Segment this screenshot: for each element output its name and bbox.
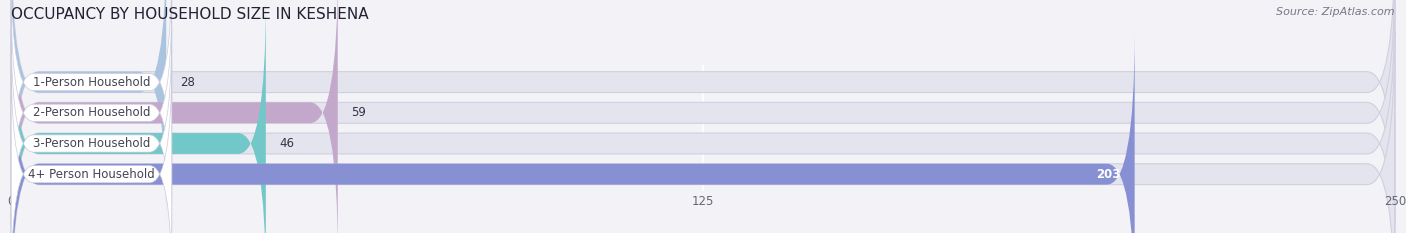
Text: Source: ZipAtlas.com: Source: ZipAtlas.com (1277, 7, 1395, 17)
FancyBboxPatch shape (11, 29, 172, 233)
Text: 1-Person Household: 1-Person Household (32, 76, 150, 89)
FancyBboxPatch shape (11, 0, 172, 196)
FancyBboxPatch shape (11, 31, 1395, 233)
Text: 46: 46 (280, 137, 295, 150)
FancyBboxPatch shape (11, 60, 172, 233)
FancyBboxPatch shape (11, 0, 1395, 225)
Text: 4+ Person Household: 4+ Person Household (28, 168, 155, 181)
Text: 3-Person Household: 3-Person Household (32, 137, 150, 150)
FancyBboxPatch shape (11, 0, 172, 227)
Text: OCCUPANCY BY HOUSEHOLD SIZE IN KESHENA: OCCUPANCY BY HOUSEHOLD SIZE IN KESHENA (11, 7, 368, 22)
FancyBboxPatch shape (11, 31, 1135, 233)
Text: 203: 203 (1097, 168, 1121, 181)
Text: 2-Person Household: 2-Person Household (32, 106, 150, 119)
FancyBboxPatch shape (11, 0, 337, 233)
FancyBboxPatch shape (11, 0, 166, 225)
FancyBboxPatch shape (11, 0, 266, 233)
FancyBboxPatch shape (11, 0, 1395, 233)
Text: 59: 59 (352, 106, 367, 119)
Text: 28: 28 (180, 76, 195, 89)
FancyBboxPatch shape (11, 0, 1395, 233)
